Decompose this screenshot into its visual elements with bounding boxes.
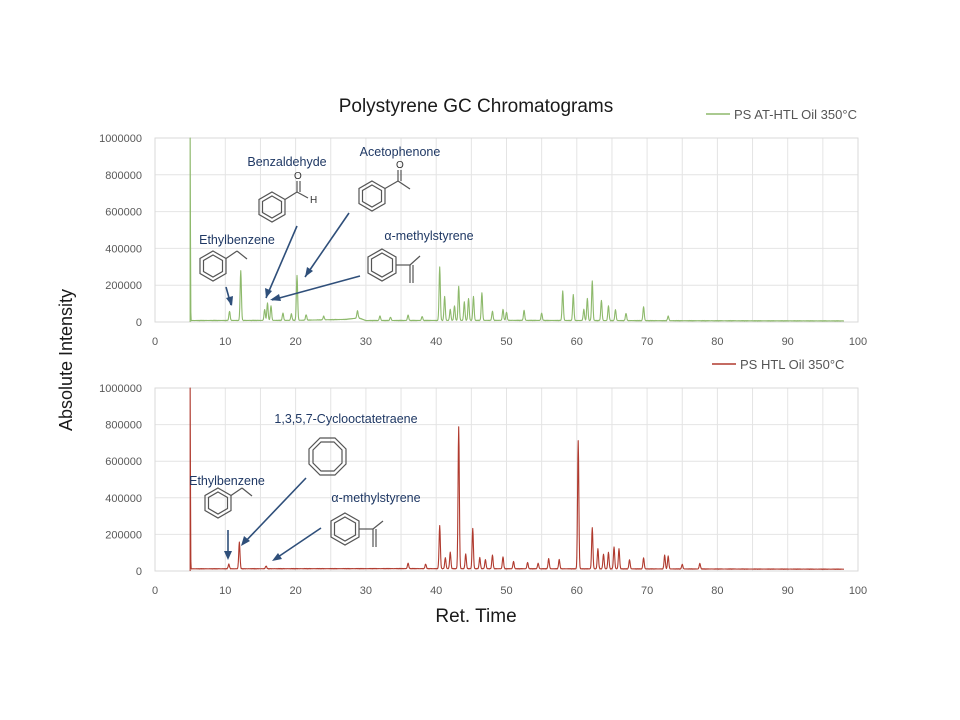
methylstyrene-top-arrow: [271, 275, 361, 301]
ethylbenzene-bottom-structure-icon: [204, 487, 253, 519]
x-tick-label: 60: [571, 336, 583, 348]
bottom-annotations: 1,3,5,7-Cyclooctatetraene Ethylbenzene α…: [189, 412, 421, 561]
x-tick-label: 50: [500, 336, 512, 348]
x-tick-label: 70: [641, 585, 653, 597]
label-cyclooctatetraene: 1,3,5,7-Cyclooctatetraene: [274, 412, 417, 426]
methylstyrene-bottom-arrow: [274, 527, 322, 560]
benzaldehyde-h: H: [310, 195, 317, 206]
ethylbenzene-top-structure-icon: [199, 250, 248, 282]
y-tick-label: 200000: [105, 280, 142, 292]
y-tick-label: 1000000: [99, 383, 142, 395]
label-methylstyrene-top: α-methylstyrene: [384, 229, 473, 243]
y-tick-label: 0: [136, 566, 142, 578]
x-tick-label: 70: [641, 336, 653, 348]
x-tick-label: 100: [849, 585, 867, 597]
methylstyrene-top-structure-icon: [367, 248, 421, 283]
y-tick-label: 800000: [105, 420, 142, 432]
legend-top-label: PS AT-HTL Oil 350°C: [734, 107, 857, 122]
benzaldehyde-arrow: [265, 225, 298, 299]
acetophenone-structure-icon: O: [358, 160, 411, 212]
x-tick-label: 90: [782, 336, 794, 348]
methylstyrene-bottom-arrowhead-icon: [272, 553, 282, 561]
x-tick-label: 100: [849, 336, 867, 348]
y-tick-label: 400000: [105, 493, 142, 505]
chart-title: Polystyrene GC Chromatograms: [339, 96, 614, 117]
panel-top: 0 200000 400000 600000 800000 1000000 0 10 20 30 4…: [99, 133, 867, 348]
x-tick-label: 80: [711, 585, 723, 597]
y-tick-label: 400000: [105, 243, 142, 255]
x-tick-label: 30: [360, 336, 372, 348]
series-trace: [189, 137, 845, 322]
x-tick-label: 10: [219, 585, 231, 597]
label-benzaldehyde: Benzaldehyde: [247, 155, 326, 169]
benzaldehyde-o: O: [294, 171, 302, 182]
panel-bottom: 0 200000 400000 600000 800000 1000000 0 10 20 30 4…: [99, 383, 867, 597]
x-tick-label: 80: [711, 336, 723, 348]
y-tick-label: 600000: [105, 207, 142, 219]
x-tick-label: 30: [360, 585, 372, 597]
label-ethylbenzene-top: Ethylbenzene: [199, 233, 275, 247]
x-tick-label: 90: [782, 585, 794, 597]
legend-top: PS AT-HTL Oil 350°C: [706, 107, 857, 122]
top-annotations: Benzaldehyde O H Acetophenone O Ethylb: [199, 145, 474, 306]
x-tick-label: 40: [430, 336, 442, 348]
cyclooctatetraene-arrowhead-icon: [241, 536, 250, 546]
y-tick-label: 200000: [105, 529, 142, 541]
acetophenone-arrowhead-icon: [305, 267, 313, 277]
benzaldehyde-structure-icon: O H: [258, 171, 317, 223]
label-acetophenone: Acetophenone: [360, 145, 441, 159]
benzaldehyde-arrowhead-icon: [265, 288, 272, 298]
cyclooctatetraene-structure-icon: [308, 437, 347, 476]
label-methylstyrene-bottom: α-methylstyrene: [331, 491, 420, 505]
acetophenone-arrow: [304, 212, 350, 278]
legend-bottom: PS HTL Oil 350°C: [712, 357, 844, 372]
legend-bottom-label: PS HTL Oil 350°C: [740, 357, 844, 372]
x-tick-label: 50: [500, 585, 512, 597]
methylstyrene-bottom-structure-icon: [330, 512, 384, 547]
plot-frame: [154, 137, 859, 323]
x-axis-label: Ret. Time: [435, 606, 516, 627]
x-tick-label: 20: [289, 585, 301, 597]
x-tick-label: 20: [289, 336, 301, 348]
acetophenone-o: O: [396, 160, 404, 171]
x-tick-label: 0: [152, 585, 158, 597]
y-tick-label: 800000: [105, 170, 142, 182]
y-tick-label: 1000000: [99, 133, 142, 145]
y-tick-label: 0: [136, 317, 142, 329]
y-axis-label: Absolute Intensity: [56, 289, 76, 431]
ethylbenzene-top-arrowhead-icon: [226, 296, 233, 306]
label-ethylbenzene-bottom: Ethylbenzene: [189, 474, 265, 488]
x-tick-label: 60: [571, 585, 583, 597]
x-tick-label: 10: [219, 336, 231, 348]
y-tick-label: 600000: [105, 456, 142, 468]
cyclooctatetraene-arrow: [242, 477, 307, 545]
ethylbenzene-bottom-arrowhead-icon: [224, 551, 232, 560]
x-tick-label: 40: [430, 585, 442, 597]
x-tick-label: 0: [152, 336, 158, 348]
series-trace: [189, 387, 845, 571]
plot-frame: [154, 387, 859, 572]
methylstyrene-top-arrowhead-icon: [270, 294, 281, 301]
